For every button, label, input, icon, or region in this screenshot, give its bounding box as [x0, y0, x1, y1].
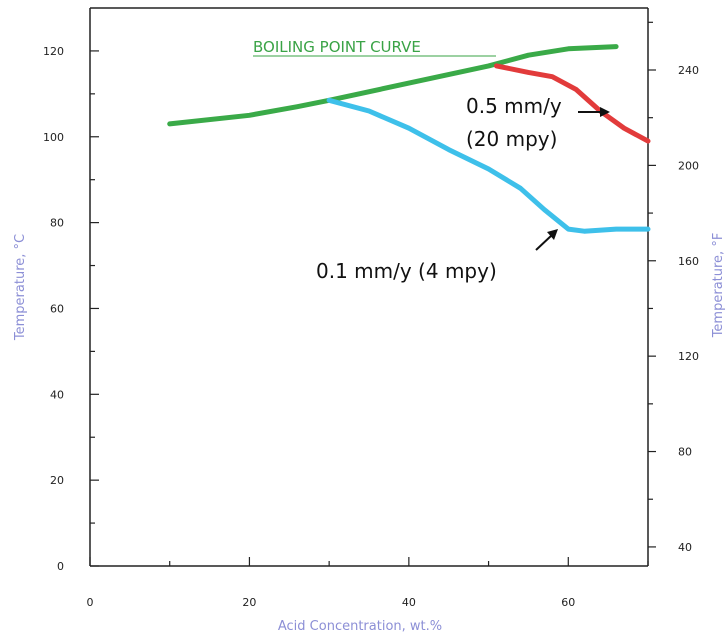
series-line-0	[167, 44, 619, 127]
red-annotation-arrow	[578, 107, 610, 117]
series-line-2	[326, 97, 651, 234]
y-right-tick-label: 80	[678, 446, 692, 459]
y-left-tick-label: 60	[50, 302, 64, 315]
y-right-tick-label: 200	[678, 159, 699, 172]
series-line-1	[494, 63, 651, 144]
series-group	[167, 44, 651, 234]
y-left-tick-label: 100	[43, 131, 64, 144]
x-axis-label: Acid Concentration, wt.%	[278, 619, 442, 634]
x-tick-label: 0	[87, 596, 94, 609]
blue-annotation-arrow	[535, 229, 558, 251]
red-annotation-line2: (20 mpy)	[466, 127, 557, 151]
y-left-tick-label: 40	[50, 388, 64, 401]
y-right-tick-label: 160	[678, 255, 699, 268]
red-annotation-line1: 0.5 mm/y	[466, 94, 562, 118]
blue-annotation-label: 0.1 mm/y (4 mpy)	[316, 259, 497, 283]
y-left-tick-label: 80	[50, 217, 64, 230]
y-left-tick-label: 0	[57, 560, 64, 573]
ticks-group: 0 20 40 60 0 20 40 60 80 100 120 40 80 120 160 200 240	[43, 21, 699, 609]
x-tick-label: 40	[402, 596, 416, 609]
boiling-point-label: BOILING POINT CURVE	[253, 38, 421, 56]
y-right-tick-label: 120	[678, 350, 699, 363]
x-tick-label: 20	[242, 596, 256, 609]
x-tick-label: 60	[561, 596, 575, 609]
y-axis-left-label: Temperature, °C	[13, 234, 28, 341]
y-left-tick-label: 20	[50, 474, 64, 487]
y-right-tick-label: 40	[678, 541, 692, 554]
y-axis-right-label: Temperature, °F	[711, 233, 726, 339]
y-right-tick-label: 240	[678, 64, 699, 77]
y-left-tick-label: 120	[43, 45, 64, 58]
